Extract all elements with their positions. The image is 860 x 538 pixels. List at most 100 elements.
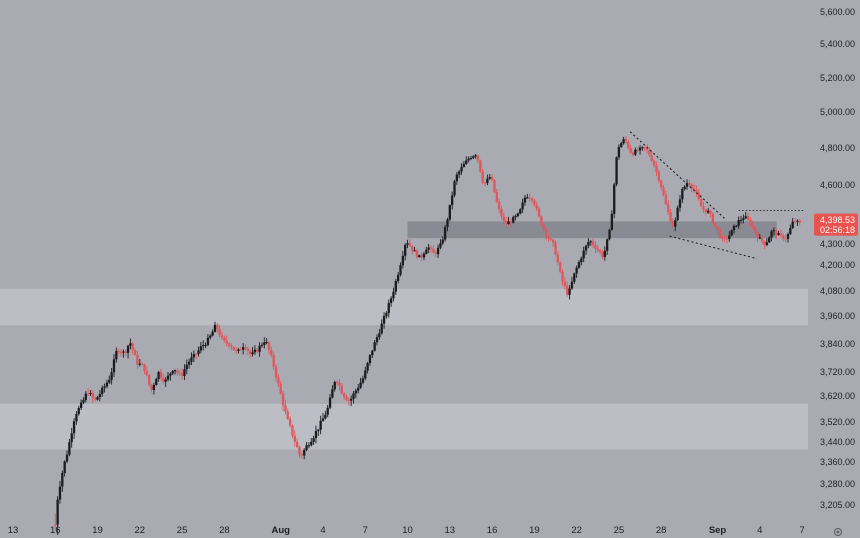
candle-149 (404, 243, 407, 261)
candle-218 (566, 282, 569, 297)
candle-57 (187, 358, 191, 369)
candle-77 (234, 347, 238, 355)
candle-123 (342, 392, 346, 400)
candle-49 (169, 372, 172, 381)
candle-196 (514, 214, 517, 221)
candle-169 (451, 191, 454, 210)
candle-35 (136, 351, 139, 369)
candle-204 (533, 198, 536, 208)
candle-301 (761, 236, 764, 245)
candle-287 (728, 231, 731, 242)
candle-171 (455, 171, 459, 185)
candle-125 (347, 397, 350, 406)
x-tick-label: 22 (571, 525, 582, 536)
candle-53 (178, 369, 181, 377)
candle-250 (641, 146, 644, 151)
candle-284 (721, 235, 724, 242)
candle-44 (157, 370, 160, 382)
candle-298 (753, 225, 757, 235)
y-tick-label: 3,620.00 (820, 391, 855, 401)
candle-260 (664, 190, 668, 206)
candle-209 (544, 227, 548, 241)
candle-127 (352, 391, 355, 404)
candle-84 (251, 347, 254, 357)
zones-layer (0, 221, 808, 450)
candle-118 (331, 385, 334, 399)
candle-315 (793, 217, 797, 224)
candle-181 (479, 159, 482, 173)
candle-267 (681, 187, 684, 203)
candle-184 (486, 174, 489, 186)
candle-257 (657, 169, 660, 184)
candle-142 (387, 299, 390, 318)
candle-300 (758, 233, 761, 240)
candle-290 (735, 224, 738, 228)
trendline-1[interactable] (669, 235, 758, 260)
candle-9 (75, 411, 78, 425)
candle-countdown-label: 02:56:18 (820, 225, 855, 235)
candle-141 (385, 311, 388, 319)
candle-55 (183, 364, 186, 380)
candle-30 (124, 349, 127, 357)
candle-122 (340, 383, 343, 395)
candle-183 (483, 181, 487, 186)
candle-217 (563, 277, 567, 290)
candle-242 (622, 136, 625, 145)
candle-221 (573, 272, 576, 284)
x-tick-label: 10 (402, 525, 413, 536)
candle-8 (72, 418, 76, 439)
support-zone-1[interactable] (0, 403, 808, 450)
trendline-0[interactable] (629, 131, 725, 219)
candle-66 (209, 334, 212, 340)
candle-151 (408, 239, 412, 247)
candle-109 (310, 438, 313, 447)
candle-254 (650, 151, 653, 163)
candle-134 (368, 354, 372, 366)
x-axis: 13 16 19 22 25 28 Aug 4 7 10 13 16 19 22 25 28 Sep 4 7 (8, 525, 805, 536)
candle-91 (267, 340, 271, 355)
candle-32 (129, 338, 132, 350)
candle-26 (115, 347, 118, 363)
current-price-label: 4,398.53 (820, 215, 855, 225)
candle-167 (446, 217, 449, 232)
candle-51 (173, 369, 177, 375)
candle-117 (328, 393, 332, 410)
candle-162 (434, 250, 437, 257)
candle-86 (256, 347, 259, 354)
y-tick-label: 3,960.00 (820, 311, 855, 321)
candle-190 (500, 205, 503, 220)
candle-158 (425, 246, 428, 255)
candle-130 (359, 377, 362, 389)
candle-168 (448, 204, 451, 222)
resistance-zone-2[interactable] (407, 221, 777, 239)
candle-172 (458, 169, 461, 179)
candle-256 (655, 161, 658, 176)
candle-157 (422, 252, 426, 261)
support-zone-0[interactable] (0, 288, 808, 326)
candle-150 (406, 239, 409, 249)
candle-156 (420, 252, 423, 261)
candle-262 (669, 208, 672, 223)
x-tick-label: 4 (757, 525, 762, 536)
candle-226 (584, 244, 588, 255)
candle-153 (413, 246, 416, 252)
candle-307 (775, 227, 778, 240)
candle-43 (155, 377, 158, 386)
settings-icon[interactable] (834, 528, 842, 536)
candle-229 (591, 237, 595, 249)
candle-277 (704, 208, 707, 216)
candle-40 (148, 374, 151, 387)
candle-294 (744, 211, 747, 220)
candle-197 (516, 212, 520, 218)
candle-34 (133, 348, 137, 356)
candle-170 (453, 179, 456, 198)
candle-299 (756, 229, 759, 243)
candle-278 (707, 207, 710, 214)
candle-67 (211, 329, 214, 337)
candle-195 (512, 215, 515, 224)
candle-107 (305, 442, 308, 452)
candle-314 (791, 217, 794, 230)
candle-273 (695, 185, 698, 197)
